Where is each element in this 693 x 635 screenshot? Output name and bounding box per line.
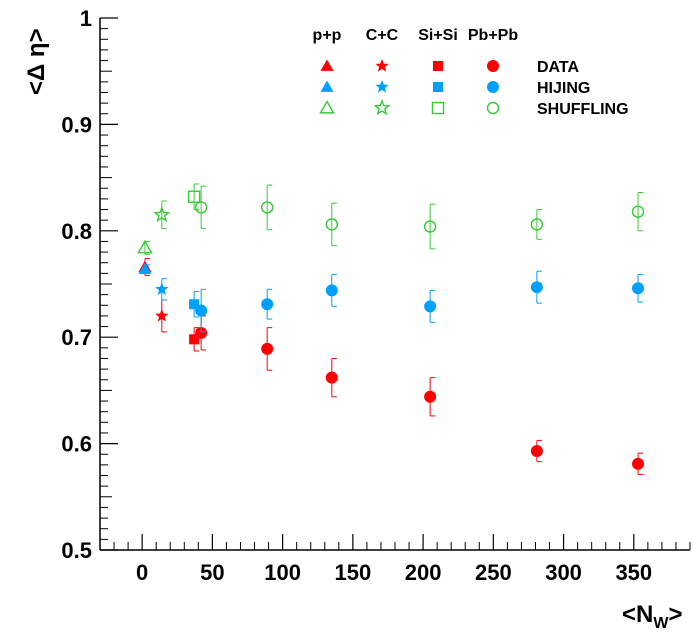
x-tick-label: 100 <box>264 560 301 585</box>
y-tick-label: 0.6 <box>61 432 92 457</box>
x-tick-label: 300 <box>545 560 582 585</box>
legend-system-label: Si+Si <box>418 27 458 44</box>
shuffling-point <box>260 201 274 214</box>
data-point <box>632 457 645 470</box>
hijing-point <box>632 282 645 295</box>
legend: p+p C+C Si+Si Pb+Pb DATA HIJING SHUFFLING <box>313 27 629 118</box>
y-tick-label: 0.7 <box>61 325 92 350</box>
legend-marker-hijing <box>375 80 389 93</box>
x-tick-label: 350 <box>615 560 652 585</box>
y-axis-title: <Δ η> <box>23 28 50 95</box>
shuffling-point <box>137 239 153 254</box>
axis-titles: <NW> <Δ η> <box>23 28 682 632</box>
legend-system-label: C+C <box>366 27 399 44</box>
axes: 0.5 0.6 0.7 0.8 0.9 1 0 50 100 150 200 250 300 350 <box>61 6 691 585</box>
x-axis-title-sub: W <box>653 615 669 632</box>
x-axis-title: <NW> <box>622 601 682 632</box>
y-tick-label: 0.8 <box>61 219 92 244</box>
legend-system-label: Pb+Pb <box>468 27 518 44</box>
y-tick-label: 1 <box>80 6 92 31</box>
legend-marker-shuffling <box>319 100 335 114</box>
legend-marker-hijing <box>320 80 334 92</box>
shuffling-point <box>530 218 544 231</box>
legend-label-hijing: HIJING <box>537 80 590 97</box>
shuffling-point <box>325 218 338 231</box>
legend-marker-data <box>433 61 443 71</box>
data-point <box>155 308 169 322</box>
hijing-point <box>155 282 169 295</box>
x-tick-label: 200 <box>405 560 442 585</box>
x-tick-label: 250 <box>475 560 512 585</box>
legend-label-shuffling: SHUFFLING <box>537 101 629 118</box>
data-point <box>424 390 437 403</box>
data-point <box>195 326 208 339</box>
hijing-point <box>195 304 208 317</box>
x-tick-label: 50 <box>200 560 224 585</box>
data-point <box>530 445 543 458</box>
legend-marker-data <box>375 59 389 72</box>
x-tick-label: 150 <box>334 560 371 585</box>
hijing-point <box>138 262 152 274</box>
hijing-point <box>424 300 437 313</box>
legend-system-label: p+p <box>313 27 342 44</box>
hijing-point <box>325 284 338 297</box>
legend-marker-hijing <box>433 82 443 92</box>
hijing-point <box>530 281 543 294</box>
data-point <box>325 371 338 384</box>
legend-label-data: DATA <box>537 59 580 76</box>
legend-marker-data <box>320 59 334 71</box>
hijing-point <box>261 298 274 311</box>
x-tick-label: 0 <box>136 560 148 585</box>
y-tick-label: 0.9 <box>61 112 92 137</box>
shuffling-point <box>187 190 201 203</box>
shuffling-point <box>423 220 437 233</box>
hijing-point <box>189 299 200 310</box>
data-point <box>189 334 200 345</box>
legend-marker-data <box>487 60 499 72</box>
shuffling-point <box>194 201 208 214</box>
legend-marker-shuffling <box>431 101 445 115</box>
legend-marker-shuffling <box>373 99 391 116</box>
legend-marker-hijing <box>487 81 499 93</box>
shuffling-point <box>153 205 171 223</box>
data-point <box>261 342 274 355</box>
shuffling-point <box>631 205 645 218</box>
data-points <box>137 183 645 475</box>
y-tick-label: 0.5 <box>61 538 92 563</box>
legend-marker-shuffling <box>486 101 500 115</box>
